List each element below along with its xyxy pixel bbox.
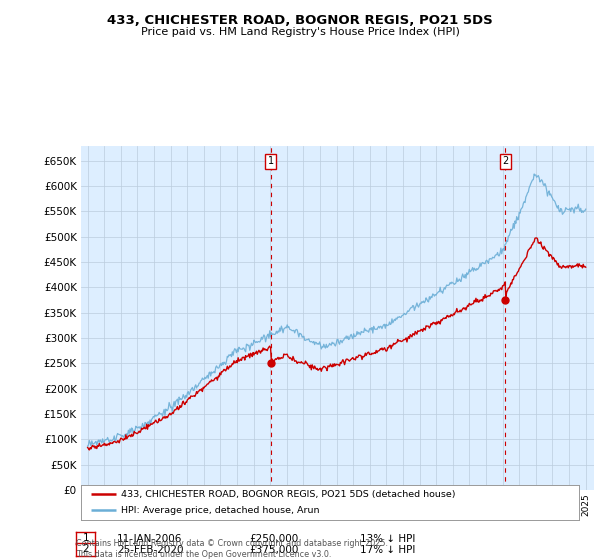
Text: 433, CHICHESTER ROAD, BOGNOR REGIS, PO21 5DS (detached house): 433, CHICHESTER ROAD, BOGNOR REGIS, PO21… [121,490,455,499]
Text: 17% ↓ HPI: 17% ↓ HPI [360,545,415,555]
Text: 11-JAN-2006: 11-JAN-2006 [117,534,182,544]
Text: 13% ↓ HPI: 13% ↓ HPI [360,534,415,544]
Text: Contains HM Land Registry data © Crown copyright and database right 2025.
This d: Contains HM Land Registry data © Crown c… [76,539,388,559]
Text: 2: 2 [502,156,508,166]
Text: 25-FEB-2020: 25-FEB-2020 [117,545,184,555]
Text: 2: 2 [82,544,89,554]
Text: 1: 1 [82,533,89,543]
Text: 1: 1 [268,156,274,166]
Text: HPI: Average price, detached house, Arun: HPI: Average price, detached house, Arun [121,506,319,515]
Text: £375,000: £375,000 [249,545,298,555]
Text: £250,000: £250,000 [249,534,298,544]
Text: 433, CHICHESTER ROAD, BOGNOR REGIS, PO21 5DS: 433, CHICHESTER ROAD, BOGNOR REGIS, PO21… [107,14,493,27]
Text: Price paid vs. HM Land Registry's House Price Index (HPI): Price paid vs. HM Land Registry's House … [140,27,460,37]
